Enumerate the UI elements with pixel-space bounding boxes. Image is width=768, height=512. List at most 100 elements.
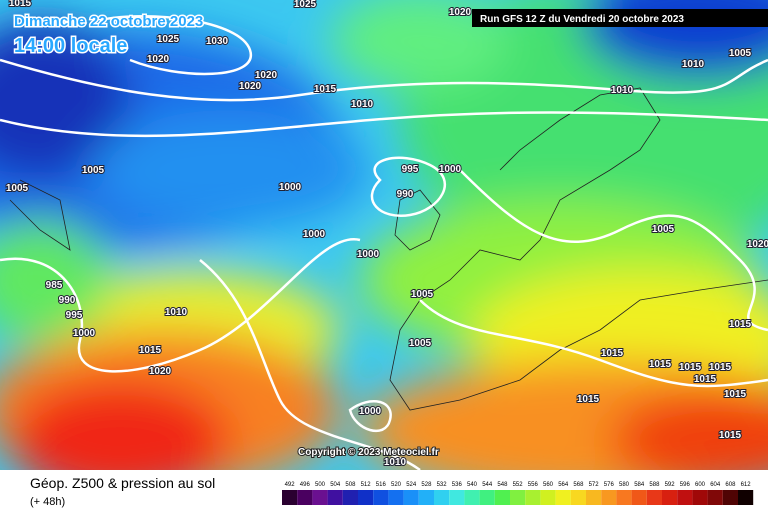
isobar-label: 1010	[165, 307, 188, 318]
legend-label: 516	[376, 482, 387, 488]
valid-date: Dimanche 22 octobre 2023	[14, 13, 203, 30]
legend-label: 500	[315, 482, 326, 488]
isobar-label: 995	[402, 164, 419, 175]
legend-label: 496	[300, 482, 311, 488]
legend-swatch	[464, 490, 480, 505]
local-time: 14:00 locale	[14, 35, 127, 57]
run-banner	[472, 9, 768, 27]
isobar-label: 1010	[351, 99, 374, 110]
isobar-label: 1020	[449, 7, 472, 18]
footer-lead: (+ 48h)	[30, 496, 65, 508]
legend-label: 564	[558, 482, 569, 488]
legend-label: 548	[497, 482, 508, 488]
legend-label: 536	[452, 482, 463, 488]
legend-label: 608	[725, 482, 736, 488]
legend-swatch	[388, 490, 404, 505]
legend-swatch	[434, 490, 450, 505]
legend-label: 512	[361, 482, 372, 488]
legend-swatch	[510, 490, 526, 505]
isobar-label: 1000	[303, 229, 326, 240]
isobar-label: 1015	[601, 348, 624, 359]
isobar-label: 1005	[409, 338, 432, 349]
isobar-label: 1010	[384, 457, 407, 468]
footer-title: Géop. Z500 & pression au sol	[30, 475, 215, 491]
legend-label: 600	[695, 482, 706, 488]
isobar-label: 990	[59, 295, 76, 306]
legend-swatch	[312, 490, 328, 505]
isobar-label: 1000	[439, 164, 462, 175]
legend-swatch	[449, 490, 465, 505]
legend-label: 492	[285, 482, 296, 488]
isobar-label: 990	[397, 189, 414, 200]
isobar-label: 1020	[149, 366, 172, 377]
legend-label: 592	[665, 482, 676, 488]
legend-swatch	[738, 490, 754, 505]
field	[0, 0, 768, 470]
isobar-label: 1025	[157, 34, 180, 45]
isobar-label: 1015	[694, 374, 717, 385]
legend-label: 552	[513, 482, 524, 488]
isobar-label: 1010	[611, 85, 634, 96]
isobar-label: 1020	[255, 70, 278, 81]
legend-swatch	[418, 490, 434, 505]
isobar-label: 1000	[279, 182, 302, 193]
legend-label: 524	[406, 482, 417, 488]
legend-label: 580	[619, 482, 630, 488]
legend-swatch	[722, 490, 738, 505]
isobar-label: 1015	[709, 362, 732, 373]
isobar-label: 1015	[649, 359, 672, 370]
isobar-label: 1015	[9, 0, 32, 9]
legend-label: 576	[604, 482, 615, 488]
legend-swatch	[494, 490, 510, 505]
legend-label: 508	[345, 482, 356, 488]
run-info: Run GFS 12 Z du Vendredi 20 octobre 2023	[480, 14, 684, 25]
isobar-label: 1015	[724, 389, 747, 400]
legend-label: 584	[634, 482, 645, 488]
legend-swatch	[631, 490, 647, 505]
legend-swatch	[282, 490, 298, 505]
legend-label: 544	[482, 482, 493, 488]
isobar-label: 1005	[82, 165, 105, 176]
isobar-label: 1020	[239, 81, 262, 92]
isobar-label: 1030	[206, 36, 229, 47]
legend-swatch	[297, 490, 313, 505]
legend-swatch	[525, 490, 541, 505]
legend-label: 596	[680, 482, 691, 488]
legend-swatch	[555, 490, 571, 505]
isobar-label: 1020	[147, 54, 170, 65]
legend-swatch	[707, 490, 723, 505]
copyright: Copyright © 2023 Meteociel.fr	[298, 447, 439, 458]
isobar-label: 1005	[6, 183, 29, 194]
legend-label: 572	[589, 482, 600, 488]
isobar-label: 1010	[682, 59, 705, 70]
legend-label: 540	[467, 482, 478, 488]
legend-swatch	[692, 490, 708, 505]
legend-label: 612	[741, 482, 752, 488]
isobar-label: 1005	[729, 48, 752, 59]
legend-label: 588	[649, 482, 660, 488]
legend-label: 560	[543, 482, 554, 488]
legend-swatch	[586, 490, 602, 505]
isobar-label: 985	[46, 280, 63, 291]
isobar-label: 1025	[294, 0, 317, 10]
isobar-label: 1000	[73, 328, 96, 339]
legend-swatch	[570, 490, 586, 505]
isobar-label: 1015	[314, 84, 337, 95]
legend-swatch	[616, 490, 632, 505]
legend-label: 532	[437, 482, 448, 488]
isobar-label: 1015	[679, 362, 702, 373]
legend-swatch	[677, 490, 693, 505]
isobar-label: 1020	[747, 239, 768, 250]
isobar-label: 1005	[652, 224, 675, 235]
legend-swatch	[358, 490, 374, 505]
legend-swatch	[403, 490, 419, 505]
legend-label: 528	[421, 482, 432, 488]
isobar-label: 1005	[411, 289, 434, 300]
isobar-label: 1015	[577, 394, 600, 405]
legend-swatch	[601, 490, 617, 505]
isobar-label: 1015	[139, 345, 162, 356]
isobar-label: 1015	[719, 430, 742, 441]
legend-swatch	[479, 490, 495, 505]
